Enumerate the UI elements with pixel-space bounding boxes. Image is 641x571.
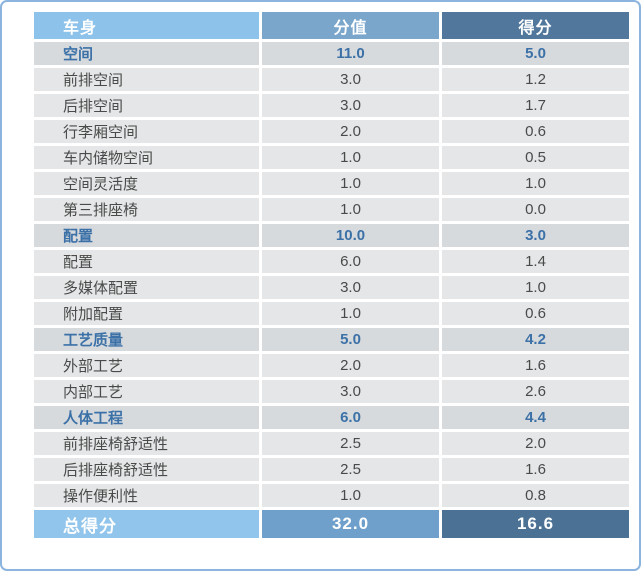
row-score-cell: 2.6: [442, 380, 629, 403]
row-label-cell: 多媒体配置: [34, 276, 259, 299]
row-score-cell: 1.7: [442, 94, 629, 117]
row-value-cell: 11.0: [262, 42, 439, 65]
table-row: 人体工程 6.0 4.4: [34, 406, 629, 429]
row-score-cell: 3.0: [442, 224, 629, 247]
table-row: 附加配置 1.0 0.6: [34, 302, 629, 325]
row-value-cell: 2.5: [262, 458, 439, 481]
row-value-cell: 5.0: [262, 328, 439, 351]
row-label-cell: 前排空间: [34, 68, 259, 91]
table-row: 后排空间 3.0 1.7: [34, 94, 629, 117]
column-header-value: 分值: [262, 12, 439, 39]
table-row: 后排座椅舒适性 2.5 1.6: [34, 458, 629, 481]
row-label-cell: 内部工艺: [34, 380, 259, 403]
total-label: 总得分: [34, 510, 259, 538]
row-value-cell: 1.0: [262, 172, 439, 195]
total-value: 32.0: [262, 510, 439, 538]
total-row: 总得分 32.0 16.6: [34, 510, 629, 538]
table-row: 多媒体配置 3.0 1.0: [34, 276, 629, 299]
row-label-cell: 前排座椅舒适性: [34, 432, 259, 455]
row-label-cell: 人体工程: [34, 406, 259, 429]
table-row: 外部工艺 2.0 1.6: [34, 354, 629, 377]
total-score: 16.6: [442, 510, 629, 538]
table-row: 车内储物空间 1.0 0.5: [34, 146, 629, 169]
row-label-cell: 附加配置: [34, 302, 259, 325]
row-label-cell: 空间灵活度: [34, 172, 259, 195]
row-value-cell: 2.5: [262, 432, 439, 455]
row-score-cell: 1.6: [442, 458, 629, 481]
row-label-cell: 工艺质量: [34, 328, 259, 351]
row-score-cell: 5.0: [442, 42, 629, 65]
column-header-body: 车身: [34, 12, 259, 39]
column-header-score: 得分: [442, 12, 629, 39]
row-value-cell: 3.0: [262, 276, 439, 299]
row-value-cell: 2.0: [262, 120, 439, 143]
row-value-cell: 3.0: [262, 380, 439, 403]
row-value-cell: 1.0: [262, 146, 439, 169]
table-row: 工艺质量 5.0 4.2: [34, 328, 629, 351]
row-score-cell: 4.2: [442, 328, 629, 351]
row-label-cell: 外部工艺: [34, 354, 259, 377]
table-row: 配置 10.0 3.0: [34, 224, 629, 247]
row-value-cell: 6.0: [262, 250, 439, 273]
row-score-cell: 1.0: [442, 276, 629, 299]
table-row: 内部工艺 3.0 2.6: [34, 380, 629, 403]
row-label-cell: 配置: [34, 250, 259, 273]
row-score-cell: 1.2: [442, 68, 629, 91]
row-label-cell: 操作便利性: [34, 484, 259, 507]
row-label-cell: 后排空间: [34, 94, 259, 117]
table-row: 操作便利性 1.0 0.8: [34, 484, 629, 507]
row-label-cell: 配置: [34, 224, 259, 247]
row-value-cell: 1.0: [262, 302, 439, 325]
row-label-cell: 车内储物空间: [34, 146, 259, 169]
row-score-cell: 0.6: [442, 120, 629, 143]
table-row: 空间 11.0 5.0: [34, 42, 629, 65]
table-row: 行李厢空间 2.0 0.6: [34, 120, 629, 143]
row-value-cell: 2.0: [262, 354, 439, 377]
row-label-cell: 第三排座椅: [34, 198, 259, 221]
row-score-cell: 1.6: [442, 354, 629, 377]
row-score-cell: 2.0: [442, 432, 629, 455]
row-value-cell: 1.0: [262, 198, 439, 221]
row-score-cell: 0.0: [442, 198, 629, 221]
car-score-table: 车身 分值 得分 空间 11.0 5.0 前排空间 3.0 1.2 后排空间 3…: [31, 9, 632, 541]
row-score-cell: 0.5: [442, 146, 629, 169]
row-score-cell: 4.4: [442, 406, 629, 429]
table-row: 空间灵活度 1.0 1.0: [34, 172, 629, 195]
table-row: 配置 6.0 1.4: [34, 250, 629, 273]
row-score-cell: 0.8: [442, 484, 629, 507]
table-header-row: 车身 分值 得分: [34, 12, 629, 39]
row-value-cell: 1.0: [262, 484, 439, 507]
row-score-cell: 1.0: [442, 172, 629, 195]
row-label-cell: 后排座椅舒适性: [34, 458, 259, 481]
row-value-cell: 3.0: [262, 94, 439, 117]
table-row: 第三排座椅 1.0 0.0: [34, 198, 629, 221]
table-row: 前排空间 3.0 1.2: [34, 68, 629, 91]
row-value-cell: 6.0: [262, 406, 439, 429]
row-value-cell: 3.0: [262, 68, 439, 91]
table-row: 前排座椅舒适性 2.5 2.0: [34, 432, 629, 455]
row-score-cell: 1.4: [442, 250, 629, 273]
row-score-cell: 0.6: [442, 302, 629, 325]
row-value-cell: 10.0: [262, 224, 439, 247]
row-label-cell: 行李厢空间: [34, 120, 259, 143]
row-label-cell: 空间: [34, 42, 259, 65]
